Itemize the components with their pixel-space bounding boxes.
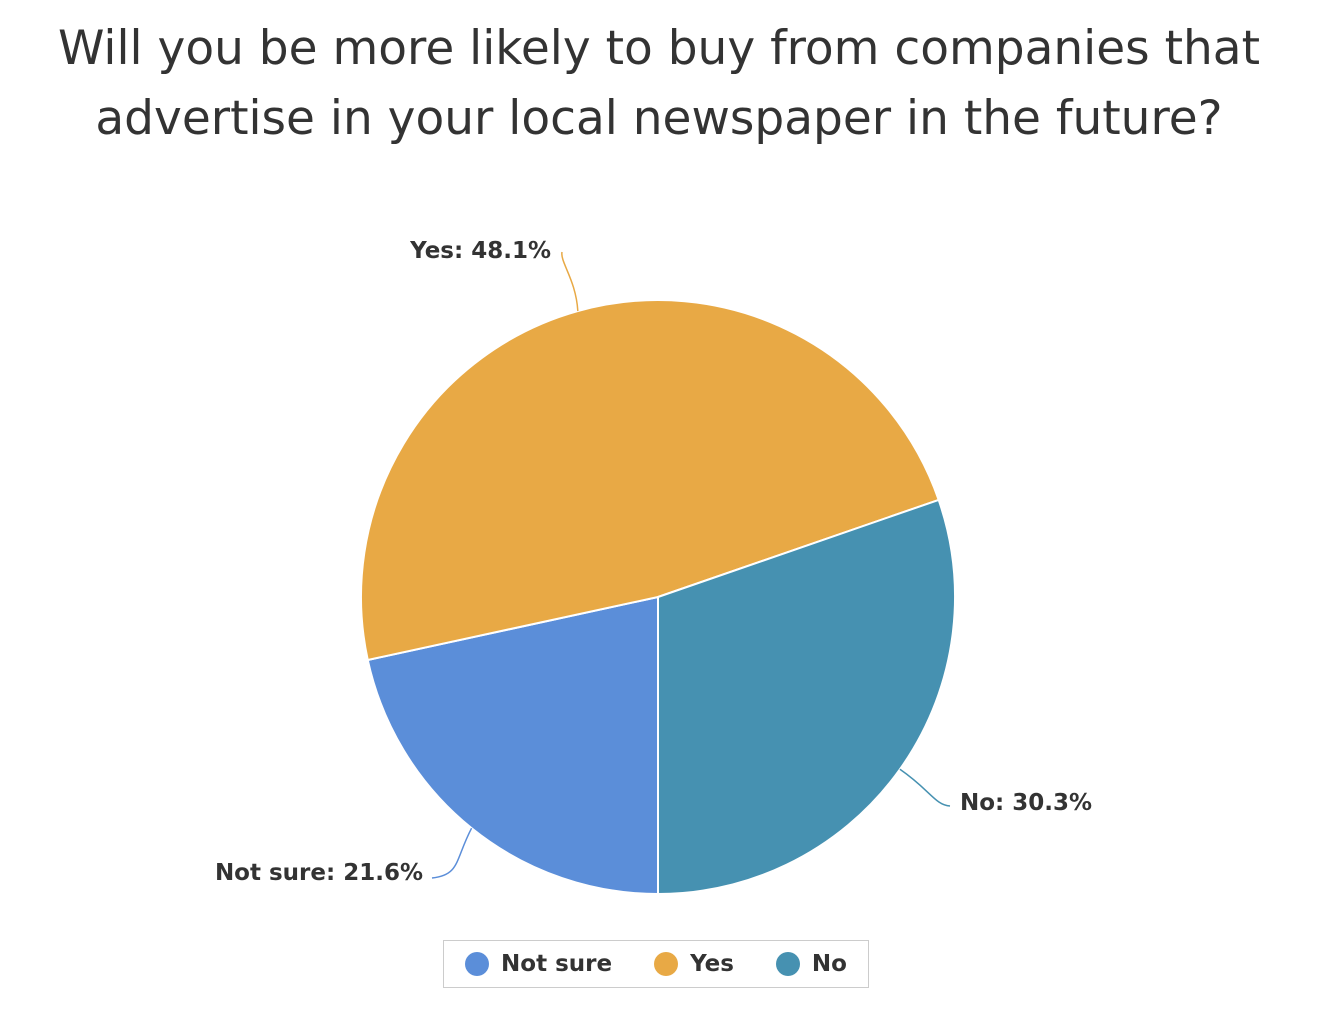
legend-marker-no <box>775 952 800 976</box>
slice-label-not-sure: Not sure: 21.6% <box>215 860 423 886</box>
chart-title: Will you be more likely to buy from comp… <box>0 14 1318 154</box>
pie-slices <box>360 299 957 895</box>
chart-title-line-2: advertise in your local newspaper in the… <box>95 91 1223 146</box>
legend-item-no[interactable]: No <box>775 951 847 977</box>
connector-yes <box>561 251 579 312</box>
chart-title-line-1: Will you be more likely to buy from comp… <box>57 21 1261 76</box>
legend: Not sure Yes No <box>443 940 869 988</box>
legend-label-no: No <box>811 951 847 977</box>
slice-labels: Not sure: 21.6% Yes: 48.1% No: 30.3% <box>215 238 1092 886</box>
connector-not-sure <box>431 827 473 879</box>
legend-item-not-sure[interactable]: Not sure <box>465 951 612 977</box>
slice-label-no: No: 30.3% <box>960 790 1092 816</box>
label-connectors <box>431 251 951 879</box>
legend-marker-yes <box>654 952 679 976</box>
slice-label-yes: Yes: 48.1% <box>409 238 551 264</box>
legend-label-not-sure: Not sure <box>501 951 613 977</box>
legend-item-yes[interactable]: Yes <box>654 951 734 977</box>
pie-slice-not-sure[interactable] <box>366 596 659 895</box>
connector-no <box>899 768 951 807</box>
legend-label-yes: Yes <box>690 951 734 977</box>
pie-slice-yes[interactable] <box>360 299 940 661</box>
legend-marker-not-sure <box>465 952 490 976</box>
